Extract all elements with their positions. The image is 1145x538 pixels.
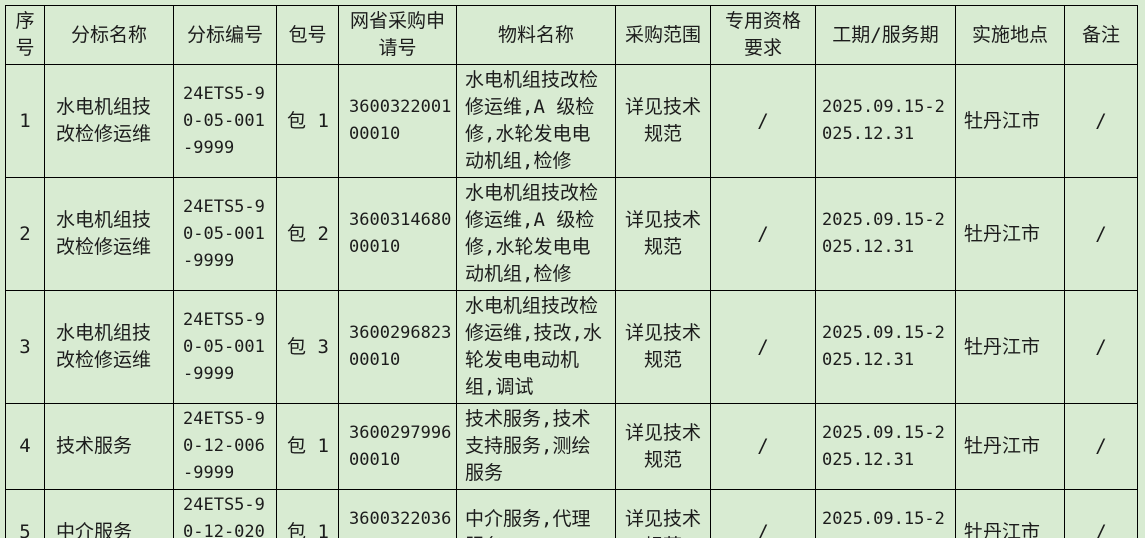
table-header: 序号 分标名称 分标编号 包号 网省采购申请号 物料名称 采购范围 专用资格要求…: [5, 5, 1138, 65]
cell-location: 牡丹江市: [955, 177, 1065, 291]
cell-material-name: 水电机组技改检修运维,A 级检修,水轮发电电动机组,检修: [456, 177, 616, 291]
col-header-package-no: 包号: [276, 5, 339, 65]
col-header-period: 工期/服务期: [815, 5, 956, 65]
cell-remark: /: [1064, 177, 1138, 291]
cell-qualification: /: [710, 64, 816, 178]
cell-scope: 详见技术规范: [615, 489, 711, 538]
cell-section-no: 24ETS5-90-05-001-9999: [173, 290, 277, 404]
cell-package-no: 包 1: [276, 64, 339, 178]
cell-section-no: 24ETS5-90-05-001-9999: [173, 64, 277, 178]
cell-location: 牡丹江市: [955, 64, 1065, 178]
cell-remark: /: [1064, 64, 1138, 178]
cell-package-no: 包 1: [276, 489, 339, 538]
cell-seq: 1: [5, 64, 45, 178]
cell-request-no: 360029799600010: [338, 403, 457, 490]
cell-package-no: 包 2: [276, 177, 339, 291]
cell-seq: 4: [5, 403, 45, 490]
cell-period: 2025.09.15-2025.12.31: [815, 64, 956, 178]
col-header-request-no: 网省采购申请号: [338, 5, 457, 65]
cell-qualification: /: [710, 489, 816, 538]
cell-material-name: 中介服务,代理服务: [456, 489, 616, 538]
table-body: 1 水电机组技改检修运维 24ETS5-90-05-001-9999 包 1 3…: [5, 64, 1138, 538]
table-row: 4 技术服务 24ETS5-90-12-006-9999 包 1 3600297…: [5, 403, 1138, 490]
cell-section-name: 水电机组技改检修运维: [44, 64, 174, 178]
cell-period: 2025.09.15-2025.12.31: [815, 177, 956, 291]
cell-location: 牡丹江市: [955, 489, 1065, 538]
cell-section-name: 中介服务: [44, 489, 174, 538]
cell-section-no: 24ETS5-90-12-020-9999: [173, 489, 277, 538]
cell-request-no: 360032203600010: [338, 489, 457, 538]
cell-material-name: 水电机组技改检修运维,A 级检修,水轮发电电动机组,检修: [456, 64, 616, 178]
cell-seq: 5: [5, 489, 45, 538]
cell-material-name: 技术服务,技术支持服务,测绘服务: [456, 403, 616, 490]
cell-material-name: 水电机组技改检修运维,技改,水轮发电电动机组,调试: [456, 290, 616, 404]
col-header-location: 实施地点: [955, 5, 1065, 65]
col-header-material-name: 物料名称: [456, 5, 616, 65]
cell-period: 2025.09.15-2025.12.31: [815, 403, 956, 490]
col-header-seq: 序号: [5, 5, 45, 65]
cell-qualification: /: [710, 177, 816, 291]
cell-request-no: 360029682300010: [338, 290, 457, 404]
cell-scope: 详见技术规范: [615, 64, 711, 178]
cell-scope: 详见技术规范: [615, 403, 711, 490]
col-header-scope: 采购范围: [615, 5, 711, 65]
cell-request-no: 360031468000010: [338, 177, 457, 291]
cell-section-name: 技术服务: [44, 403, 174, 490]
cell-section-no: 24ETS5-90-05-001-9999: [173, 177, 277, 291]
cell-section-name: 水电机组技改检修运维: [44, 290, 174, 404]
cell-remark: /: [1064, 489, 1138, 538]
cell-qualification: /: [710, 403, 816, 490]
cell-period: 2025.09.15-2025.12.31: [815, 489, 956, 538]
table-row: 2 水电机组技改检修运维 24ETS5-90-05-001-9999 包 2 3…: [5, 177, 1138, 291]
col-header-section-name: 分标名称: [44, 5, 174, 65]
cell-location: 牡丹江市: [955, 403, 1065, 490]
cell-request-no: 360032200100010: [338, 64, 457, 178]
cell-location: 牡丹江市: [955, 290, 1065, 404]
cell-scope: 详见技术规范: [615, 177, 711, 291]
table-row: 1 水电机组技改检修运维 24ETS5-90-05-001-9999 包 1 3…: [5, 64, 1138, 178]
cell-package-no: 包 1: [276, 403, 339, 490]
cell-qualification: /: [710, 290, 816, 404]
cell-seq: 2: [5, 177, 45, 291]
cell-package-no: 包 3: [276, 290, 339, 404]
table-row: 3 水电机组技改检修运维 24ETS5-90-05-001-9999 包 3 3…: [5, 290, 1138, 404]
cell-seq: 3: [5, 290, 45, 404]
table-row: 5 中介服务 24ETS5-90-12-020-9999 包 1 3600322…: [5, 489, 1138, 538]
cell-remark: /: [1064, 403, 1138, 490]
cell-remark: /: [1064, 290, 1138, 404]
cell-section-name: 水电机组技改检修运维: [44, 177, 174, 291]
cell-section-no: 24ETS5-90-12-006-9999: [173, 403, 277, 490]
col-header-remark: 备注: [1064, 5, 1138, 65]
header-row: 序号 分标名称 分标编号 包号 网省采购申请号 物料名称 采购范围 专用资格要求…: [5, 5, 1138, 65]
col-header-qualification: 专用资格要求: [710, 5, 816, 65]
cell-period: 2025.09.15-2025.12.31: [815, 290, 956, 404]
procurement-bid-table: 序号 分标名称 分标编号 包号 网省采购申请号 物料名称 采购范围 专用资格要求…: [5, 5, 1138, 538]
cell-scope: 详见技术规范: [615, 290, 711, 404]
col-header-section-no: 分标编号: [173, 5, 277, 65]
